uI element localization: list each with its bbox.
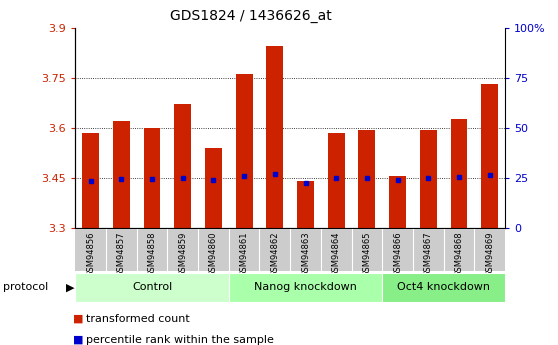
Text: Oct4 knockdown: Oct4 knockdown	[397, 282, 490, 292]
Bar	[143, 128, 161, 228]
Text: Nanog knockdown: Nanog knockdown	[254, 282, 357, 292]
Bar	[113, 121, 130, 228]
Text: GDS1824 / 1436626_at: GDS1824 / 1436626_at	[170, 9, 332, 23]
Bar	[481, 84, 498, 228]
Text: GSM94868: GSM94868	[454, 231, 464, 277]
Bar	[382, 273, 505, 302]
Text: percentile rank within the sample: percentile rank within the sample	[86, 335, 275, 345]
Bar	[229, 273, 382, 302]
Text: GSM94858: GSM94858	[147, 231, 157, 277]
Bar	[328, 133, 345, 228]
Text: ■: ■	[73, 335, 83, 345]
Bar	[297, 181, 314, 228]
Bar	[235, 73, 253, 228]
Text: GSM94864: GSM94864	[331, 231, 341, 277]
Bar	[450, 119, 468, 228]
Text: GSM94860: GSM94860	[209, 231, 218, 277]
Bar	[205, 148, 222, 228]
Bar	[420, 130, 437, 228]
Text: GSM94859: GSM94859	[178, 231, 187, 277]
Text: protocol: protocol	[3, 282, 48, 292]
Text: Control: Control	[132, 282, 172, 292]
Text: GSM94857: GSM94857	[117, 231, 126, 277]
Text: GSM94866: GSM94866	[393, 231, 402, 277]
Bar	[75, 273, 229, 302]
Bar	[389, 176, 406, 228]
Text: ■: ■	[73, 314, 83, 324]
Bar	[358, 130, 376, 228]
Text: GSM94856: GSM94856	[86, 231, 95, 277]
Bar	[174, 104, 191, 228]
Text: transformed count: transformed count	[86, 314, 190, 324]
Bar	[266, 46, 283, 228]
Text: GSM94867: GSM94867	[424, 231, 433, 277]
Text: GSM94869: GSM94869	[485, 231, 494, 277]
Text: GSM94862: GSM94862	[270, 231, 280, 277]
Text: GSM94865: GSM94865	[362, 231, 372, 277]
Bar	[82, 133, 99, 228]
Text: GSM94861: GSM94861	[239, 231, 249, 277]
Text: ▶: ▶	[66, 282, 74, 292]
Text: GSM94863: GSM94863	[301, 231, 310, 277]
